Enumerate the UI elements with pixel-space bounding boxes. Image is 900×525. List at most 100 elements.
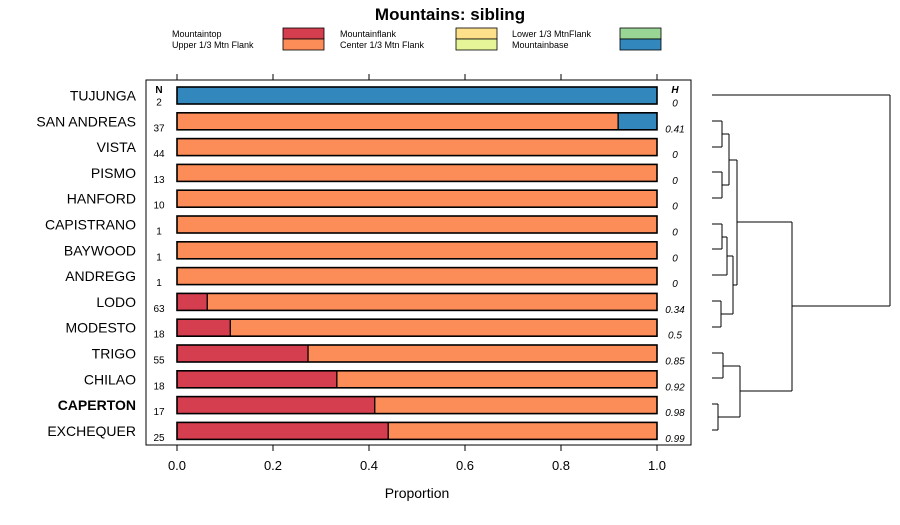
row-n-value: 55 [153,356,165,367]
row-h-value: 0.41 [665,124,684,135]
bar-outline [176,163,658,183]
row-n-value: 37 [153,123,165,134]
bar-outline [176,112,658,131]
row-h-value: 0.98 [665,408,685,419]
row-label: TRIGO [92,346,136,362]
chart-title: Mountains: sibling [375,5,525,24]
row-label: EXCHEQUER [47,423,136,439]
legend-swatch [455,38,498,51]
bar-row: CAPERTON 17 0.98 [58,395,685,419]
legend-label: Center 1/3 Mtn Flank [340,40,425,50]
bar-outline [176,395,658,415]
row-h-value: 0 [672,176,678,187]
row-h-value: 0 [672,150,678,161]
bar-segment [177,216,657,233]
bar-row: TUJUNGA 2 0 [70,86,678,110]
bar-outline [176,215,658,234]
bar-segment [177,138,657,156]
x-tick-label: 0.4 [360,458,378,473]
row-label: CAPERTON [58,397,136,413]
row-label: HANFORD [67,191,136,207]
bar-segment [336,370,657,388]
bar-segment [207,293,658,311]
legend-swatch [619,38,662,51]
plot-frame [145,79,692,446]
legend-swatch [455,27,498,40]
bar-segment [177,319,231,337]
dendrogram [712,94,891,431]
row-label: CHILAO [84,371,136,387]
row-n-value: 44 [153,149,165,160]
bar-row: CAPISTRANO 1 0 [45,215,678,239]
row-label: SAN ANDREAS [36,113,136,129]
row-n-value: 1 [156,227,162,238]
row-h-value: 0 [672,279,678,290]
bar-segment [177,267,657,285]
x-tick-label: 0.6 [456,458,474,473]
legend-swatch [282,27,325,40]
row-label: ANDREGG [65,268,136,284]
bar-row: MODESTO 18 0.5 [65,318,682,342]
bar-segment [388,422,657,440]
bar-outline [176,86,658,105]
bar-segment [618,112,657,130]
x-tick-label: 0.8 [552,458,570,473]
bar-segment [177,345,309,362]
bar-row: HANFORD 10 0 [67,189,678,213]
row-n-value: 1 [156,278,162,289]
bar-outline [176,318,658,338]
row-n-value: 18 [153,381,165,392]
bar-segment [177,87,657,104]
legend-swatch [619,27,662,40]
bar-outline [176,189,658,208]
bar-row: SAN ANDREAS 37 0.41 [36,112,685,135]
bar-outline [176,292,658,312]
row-label: TUJUNGA [70,88,137,104]
row-h-value: 0 [672,99,678,110]
bar-outline [176,344,658,363]
bar-row: TRIGO 55 0.85 [92,344,685,368]
x-tick-label: 0.0 [168,458,186,473]
row-h-value: 0.5 [668,331,682,342]
row-h-value: 0.85 [665,357,685,368]
bar-segment [177,241,657,259]
bar-row: BAYWOOD 1 0 [64,241,678,264]
row-h-value: 0 [672,253,678,264]
h-column-header: H [671,85,679,96]
legend-swatch [282,38,325,51]
row-label: CAPISTRANO [45,217,136,233]
x-axis-title: Proportion [385,485,450,501]
row-n-value: 13 [153,175,165,186]
bar-outline [176,266,658,286]
bar-row: EXCHEQUER 25 0.99 [47,421,685,445]
row-h-value: 0 [672,202,678,213]
row-label: LODO [96,294,136,310]
bar-segment [177,190,657,208]
legend-label: Upper 1/3 Mtn Flank [172,40,254,50]
row-n-value: 10 [153,201,165,212]
bar-row: PISMO 13 0 [91,163,678,187]
row-n-value: 1 [156,252,162,263]
row-label: MODESTO [65,320,136,336]
legend-label: Lower 1/3 MtnFlank [512,29,592,39]
bar-row: VISTA 44 0 [97,137,678,161]
row-label: VISTA [97,139,137,155]
row-label: PISMO [91,165,136,181]
bar-segment [177,370,337,388]
bar-segment [177,422,389,440]
row-label: BAYWOOD [64,242,136,258]
bar-row: ANDREGG 1 0 [65,266,678,290]
row-n-value: 25 [153,433,165,444]
bar-segment [308,345,657,362]
bar-segment [177,112,619,130]
row-n-value: 17 [153,407,165,418]
legend-label: Mountainbase [512,40,569,50]
row-h-value: 0 [672,228,678,239]
x-axis: 0.0 0.2 0.4 0.6 0.8 1.0 [168,74,666,473]
bar-outline [176,137,658,157]
bar-segment [230,319,657,337]
bar-outline [176,241,658,260]
bar-outline [176,369,658,389]
